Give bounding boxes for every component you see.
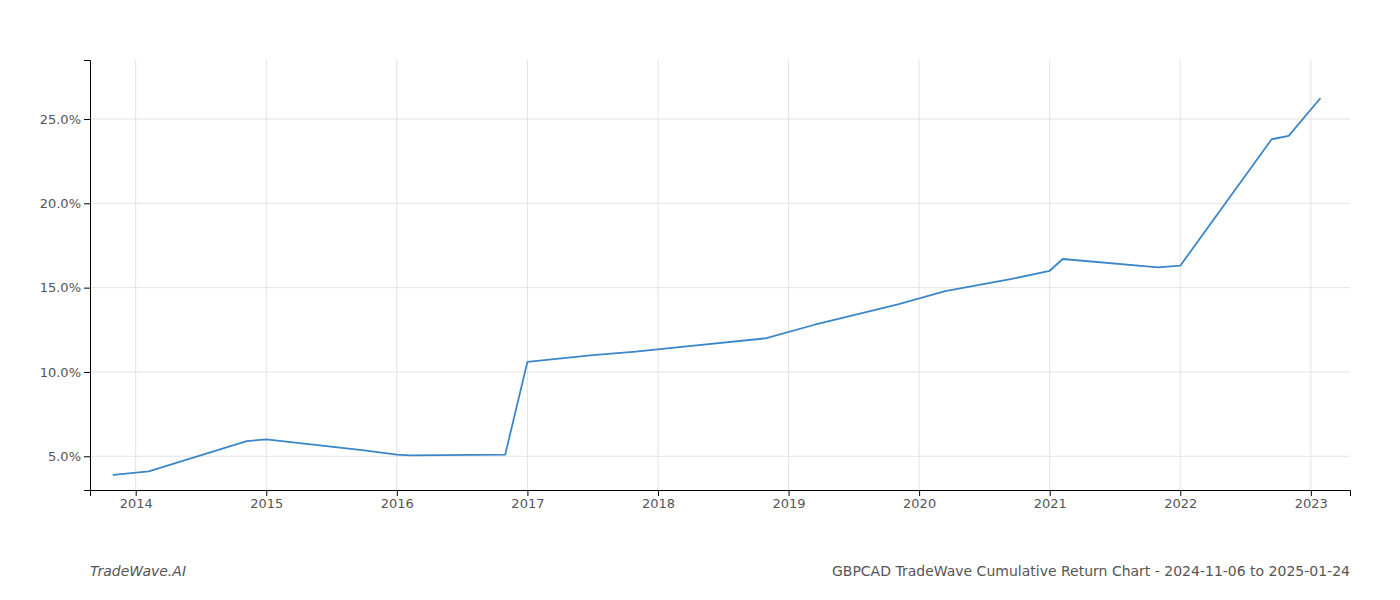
y-tick: 15.0% [40, 280, 90, 295]
y-tick-label: 15.0% [40, 280, 81, 295]
y-tick-mark [84, 288, 90, 289]
x-tick: 2015 [250, 490, 283, 511]
x-tick-mark [1180, 490, 1181, 496]
x-tick-label: 2022 [1164, 496, 1197, 511]
x-tick: 2017 [511, 490, 544, 511]
grid-line-x [1310, 60, 1311, 490]
y-tick: 10.0% [40, 365, 90, 380]
x-tick: 2022 [1164, 490, 1197, 511]
grid-line-x [527, 60, 528, 490]
footer-left: TradeWave.AI [90, 563, 186, 579]
x-tick-label: 2023 [1295, 496, 1328, 511]
x-tick-mark [136, 490, 137, 496]
y-axis-line [84, 61, 91, 491]
x-tick-label: 2020 [903, 496, 936, 511]
grid-line-x [1049, 60, 1050, 490]
y-tick-label: 25.0% [40, 112, 81, 127]
grid-line-x [396, 60, 397, 490]
x-tick-mark [397, 490, 398, 496]
y-axis: 5.0% 10.0% 15.0% 20.0% 25.0% [40, 61, 91, 491]
x-tick-label: 2017 [511, 496, 544, 511]
x-tick-mark [266, 490, 267, 496]
y-tick: 5.0% [48, 449, 90, 464]
y-tick-label: 5.0% [48, 449, 81, 464]
grid-line-x [266, 60, 267, 490]
y-tick-mark [84, 119, 90, 120]
x-tick-mark [789, 490, 790, 496]
x-tick: 2020 [903, 490, 936, 511]
line [114, 99, 1320, 475]
y-tick-label: 20.0% [40, 196, 81, 211]
x-tick-mark [658, 490, 659, 496]
grid-line-y [90, 203, 1350, 204]
x-axis-line [91, 491, 1351, 497]
x-tick-label: 2021 [1034, 496, 1067, 511]
plot-area: 2014 2015 2016 2017 2018 2019 2020 2021 2022 2023… [40, 60, 1351, 511]
x-tick-label: 2015 [250, 496, 283, 511]
x-tick-mark [919, 490, 920, 496]
x-tick: 2021 [1034, 490, 1067, 511]
grid-line-x [135, 60, 136, 490]
x-axis: 2014 2015 2016 2017 2018 2019 2020 2021 2022 2023 [91, 490, 1351, 511]
x-tick-label: 2018 [642, 496, 675, 511]
x-tick: 2016 [381, 490, 414, 511]
x-tick-mark [527, 490, 528, 496]
x-tick: 2019 [773, 490, 806, 511]
chart-svg: 2014 2015 2016 2017 2018 2019 2020 2021 2022 2023… [0, 0, 1400, 600]
grid-line-x [788, 60, 789, 490]
marks [114, 99, 1320, 475]
grid [90, 60, 1350, 490]
x-tick-mark [1311, 490, 1312, 496]
y-tick-label: 10.0% [40, 365, 81, 380]
grid-line-x [657, 60, 658, 490]
y-tick: 20.0% [40, 196, 90, 211]
x-tick: 2018 [642, 490, 675, 511]
x-tick-label: 2014 [120, 496, 153, 511]
grid-line-x [1180, 60, 1181, 490]
y-tick: 25.0% [40, 112, 90, 127]
x-tick: 2014 [120, 490, 153, 511]
x-tick-label: 2019 [773, 496, 806, 511]
grid-line-x [919, 60, 920, 490]
y-tick-mark [84, 203, 90, 204]
grid-line-y [90, 371, 1350, 372]
grid-line-y [90, 119, 1350, 120]
y-tick-mark [84, 456, 90, 457]
x-tick: 2023 [1295, 490, 1328, 511]
x-tick-mark [1050, 490, 1051, 496]
grid-line-y [90, 456, 1350, 457]
grid-line-y [90, 287, 1350, 288]
x-tick-label: 2016 [381, 496, 414, 511]
y-tick-mark [84, 372, 90, 373]
footer-right: GBPCAD TradeWave Cumulative Return Chart… [832, 563, 1350, 579]
